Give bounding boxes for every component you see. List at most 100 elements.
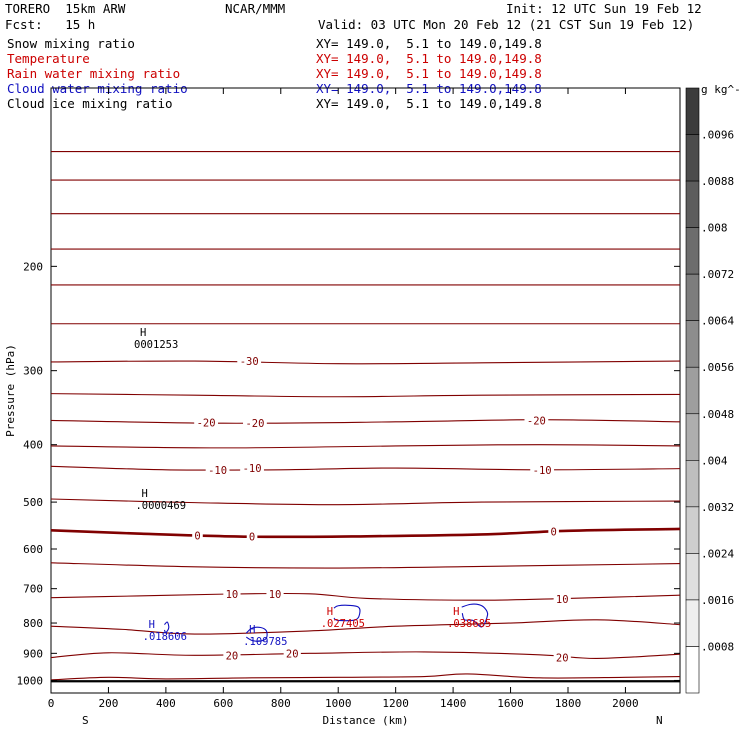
extremum-marker: H: [141, 488, 147, 500]
colorbar-swatch: [685, 506, 700, 554]
x-tick-label: 1400: [440, 697, 467, 710]
contour-label-bg: [194, 416, 218, 429]
extremum-value: .109785: [243, 636, 287, 648]
colorbar-swatch: [685, 553, 700, 601]
init-time: Init: 12 UTC Sun 19 Feb 12: [506, 1, 702, 16]
colorbar-swatch: [685, 227, 700, 275]
field-name: Cloud ice mixing ratio: [7, 96, 173, 111]
y-tick-label: 700: [23, 583, 43, 596]
contour-label-bg: [530, 463, 555, 476]
temperature-contour: [50, 393, 681, 398]
x-axis-title: Distance (km): [322, 714, 408, 727]
contour-label-bg: [553, 651, 571, 664]
contour-label-bg: [524, 414, 549, 427]
contour-label-bg: [266, 588, 284, 601]
colorbar-label: .0064: [701, 315, 734, 328]
field-xy-range: XY= 149.0, 5.1 to 149.0,149.8: [316, 66, 542, 81]
x-tick-label: 1000: [325, 697, 352, 710]
extremum-value: 0001253: [134, 339, 178, 351]
cloud-water-contour: [245, 626, 268, 642]
colorbar-label: .0072: [701, 268, 734, 281]
contour-label: 20: [286, 648, 299, 660]
temperature-contour: [50, 360, 681, 365]
contour-label: 10: [556, 594, 569, 606]
temperature-contour: [50, 444, 681, 449]
x-tick-label: 600: [213, 697, 233, 710]
contour-label-bg: [246, 530, 258, 543]
extremum-marker: H: [327, 606, 333, 618]
plot-frame: [50, 87, 681, 694]
contour-label: 0: [194, 530, 200, 542]
colorbar-swatch: [685, 180, 700, 228]
temperature-contour: [50, 527, 681, 539]
contour-label-bg: [223, 587, 241, 600]
contour-label-bg: [553, 592, 571, 605]
colorbar-label: .004: [701, 454, 728, 467]
colorbar-label: .0016: [701, 594, 734, 607]
colorbar-label: .0088: [701, 175, 734, 188]
colorbar-unit: g kg^-1: [701, 83, 740, 96]
field-xy-range: XY= 149.0, 5.1 to 149.0,149.8: [316, 96, 542, 111]
field-xy-range: XY= 149.0, 5.1 to 149.0,149.8: [316, 36, 542, 51]
contour-label: -10: [243, 463, 262, 475]
forecast-hour: Fcst: 15 h: [5, 17, 96, 32]
contour-label: -10: [533, 465, 552, 477]
cloud-water-contour: [461, 603, 489, 628]
y-tick-label: 200: [23, 260, 43, 273]
contour-label: -20: [527, 415, 546, 427]
temperature-contour: [50, 465, 681, 471]
y-tick-label: 800: [23, 617, 43, 630]
colorbar-swatch: [685, 273, 700, 321]
x-tick-label: 0: [48, 697, 55, 710]
colorbar-label: .0032: [701, 501, 734, 514]
field-name: Temperature: [7, 51, 90, 66]
contour-label: -10: [208, 465, 227, 477]
colorbar-swatch: [685, 87, 700, 135]
colorbar-label: .0024: [701, 547, 734, 560]
y-tick-label: 500: [23, 496, 43, 509]
extremum-value: .038685: [447, 618, 491, 630]
extremum-value: .018606: [143, 631, 187, 643]
colorbar-swatch: [685, 460, 700, 508]
y-tick-label: 300: [23, 365, 43, 378]
extremum-value: .0000469: [135, 500, 186, 512]
cloud-water-contour: [163, 621, 170, 634]
north-label: N: [656, 714, 663, 727]
temperature-contour: [50, 673, 681, 681]
x-tick-label: 1800: [555, 697, 582, 710]
field-xy-range: XY= 149.0, 5.1 to 149.0,149.8: [316, 51, 542, 66]
colorbar-swatch: [685, 413, 700, 461]
y-tick-label: 600: [23, 543, 43, 556]
contour-label-bg: [548, 525, 559, 538]
temperature-contour: [50, 619, 681, 635]
temperature-contour: [50, 419, 681, 424]
contour-label-bg: [240, 462, 264, 475]
y-tick-label: 900: [23, 647, 43, 660]
extremum-marker: H: [140, 327, 146, 339]
contour-label-bg: [205, 463, 230, 476]
contour-label: 10: [269, 589, 282, 601]
model-name: TORERO 15km ARW: [5, 1, 126, 16]
temperature-contour: [50, 592, 681, 601]
temperature-contour: [50, 498, 681, 506]
contour-label: 20: [556, 653, 569, 665]
x-tick-label: 200: [99, 697, 119, 710]
temperature-contour: [50, 562, 681, 569]
contour-label: 20: [226, 650, 239, 662]
colorbar-swatch: [685, 646, 700, 694]
temperature-contour: [50, 651, 681, 659]
field-name: Snow mixing ratio: [7, 36, 135, 51]
colorbar-swatch: [685, 366, 700, 415]
contour-label: 10: [226, 589, 239, 601]
valid-time: Valid: 03 UTC Mon 20 Feb 12 (21 CST Sun …: [318, 17, 695, 32]
colorbar-label: .0048: [701, 408, 734, 421]
contour-label: -20: [197, 418, 216, 430]
field-name: Rain water mixing ratio: [7, 66, 181, 81]
colorbar-swatch: [685, 599, 700, 647]
y-axis-title: Pressure (hPa): [4, 344, 17, 437]
extremum-marker: H: [453, 606, 459, 618]
x-tick-label: 400: [156, 697, 176, 710]
contour-label: 0: [249, 532, 255, 544]
colorbar-label: .008: [701, 222, 728, 235]
